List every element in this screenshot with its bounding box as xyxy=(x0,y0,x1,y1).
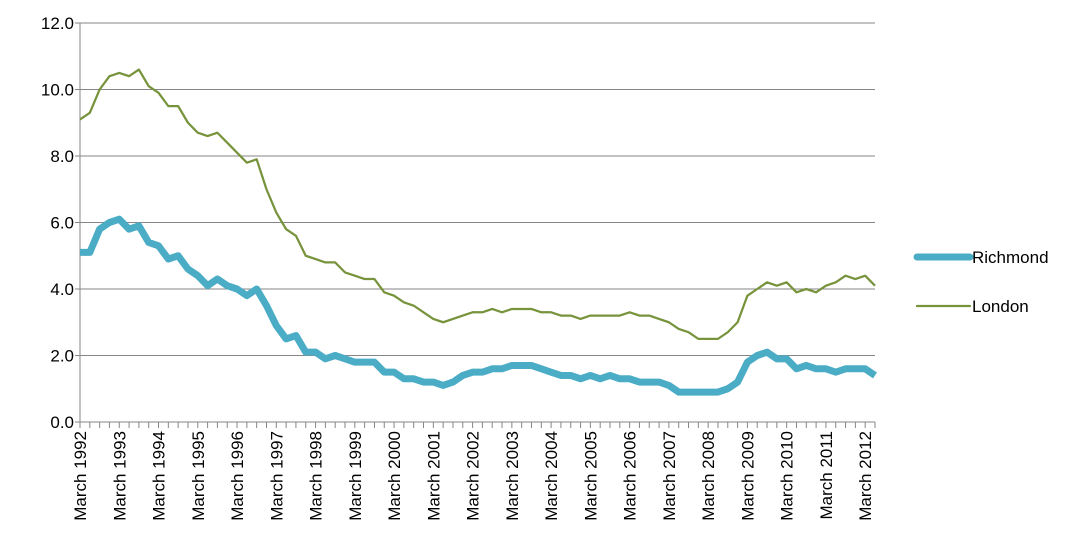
x-tick-label: March 1993 xyxy=(110,431,129,521)
gridlines xyxy=(80,23,875,356)
legend: Richmond London xyxy=(917,248,1049,316)
x-tick-label: March 2010 xyxy=(778,431,797,521)
x-tick-label: March 1998 xyxy=(307,431,326,521)
x-tick-label: March 1994 xyxy=(150,431,169,521)
x-tick-label: March 2005 xyxy=(581,431,600,521)
x-tick-label: March 2009 xyxy=(738,431,757,521)
x-tick-label: March 2002 xyxy=(464,431,483,521)
x-axis: March 1992 March 1993 March 1994 March 1995… xyxy=(71,422,875,521)
x-tick-label: March 2003 xyxy=(503,431,522,521)
y-tick-label: 12.0 xyxy=(41,14,74,33)
y-tick-label: 10.0 xyxy=(41,81,74,100)
legend-label-london: London xyxy=(972,297,1029,316)
x-tick-label: March 2004 xyxy=(542,431,561,521)
y-axis: 0.0 2.0 4.0 6.0 8.0 10.0 12.0 xyxy=(41,14,80,432)
series-line-richmond xyxy=(80,219,875,392)
x-tick-label: March 1997 xyxy=(267,431,286,521)
x-tick-label: March 2001 xyxy=(424,431,443,521)
x-tick-label: March 1999 xyxy=(346,431,365,521)
y-tick-label: 0.0 xyxy=(50,413,74,432)
x-tick-label: March 2006 xyxy=(621,431,640,521)
series-line-london xyxy=(80,70,875,339)
x-tick-label: March 2007 xyxy=(660,431,679,521)
x-tick-label: March 1992 xyxy=(71,431,90,521)
series-lines xyxy=(80,70,875,393)
x-tick-label: March 1995 xyxy=(189,431,208,521)
y-tick-label: 4.0 xyxy=(50,280,74,299)
x-tick-label: March 2008 xyxy=(699,431,718,521)
y-tick-label: 2.0 xyxy=(50,347,74,366)
x-tick-label: March 2011 xyxy=(817,431,836,520)
x-tick-label: March 2012 xyxy=(856,431,875,521)
y-tick-label: 6.0 xyxy=(50,214,74,233)
legend-label-richmond: Richmond xyxy=(972,248,1049,267)
x-tick-label: March 1996 xyxy=(228,431,247,521)
y-tick-label: 8.0 xyxy=(50,147,74,166)
x-tick-label: March 2000 xyxy=(385,431,404,521)
